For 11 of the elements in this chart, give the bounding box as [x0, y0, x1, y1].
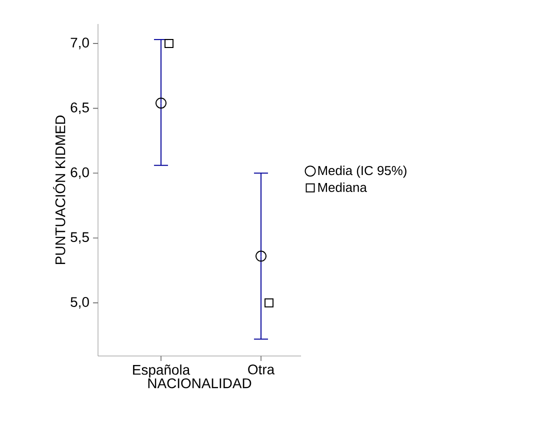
y-axis-title: PUNTUACIÓN KIDMED [53, 116, 66, 264]
y-tick-label: 5,5 [70, 232, 89, 244]
y-tick-label: 6,5 [70, 102, 89, 114]
legend-label: Mediana [318, 182, 367, 192]
y-tick-label: 5,0 [70, 297, 89, 309]
legend-label: Media (IC 95%) [318, 166, 406, 178]
x-tick-label: Española [133, 364, 190, 378]
y-tick-label: 6,0 [70, 167, 89, 179]
x-tick-label: Otra [248, 364, 275, 374]
y-tick-label: 7,0 [70, 38, 89, 50]
x-axis-title: NACIONALIDAD [148, 378, 252, 388]
